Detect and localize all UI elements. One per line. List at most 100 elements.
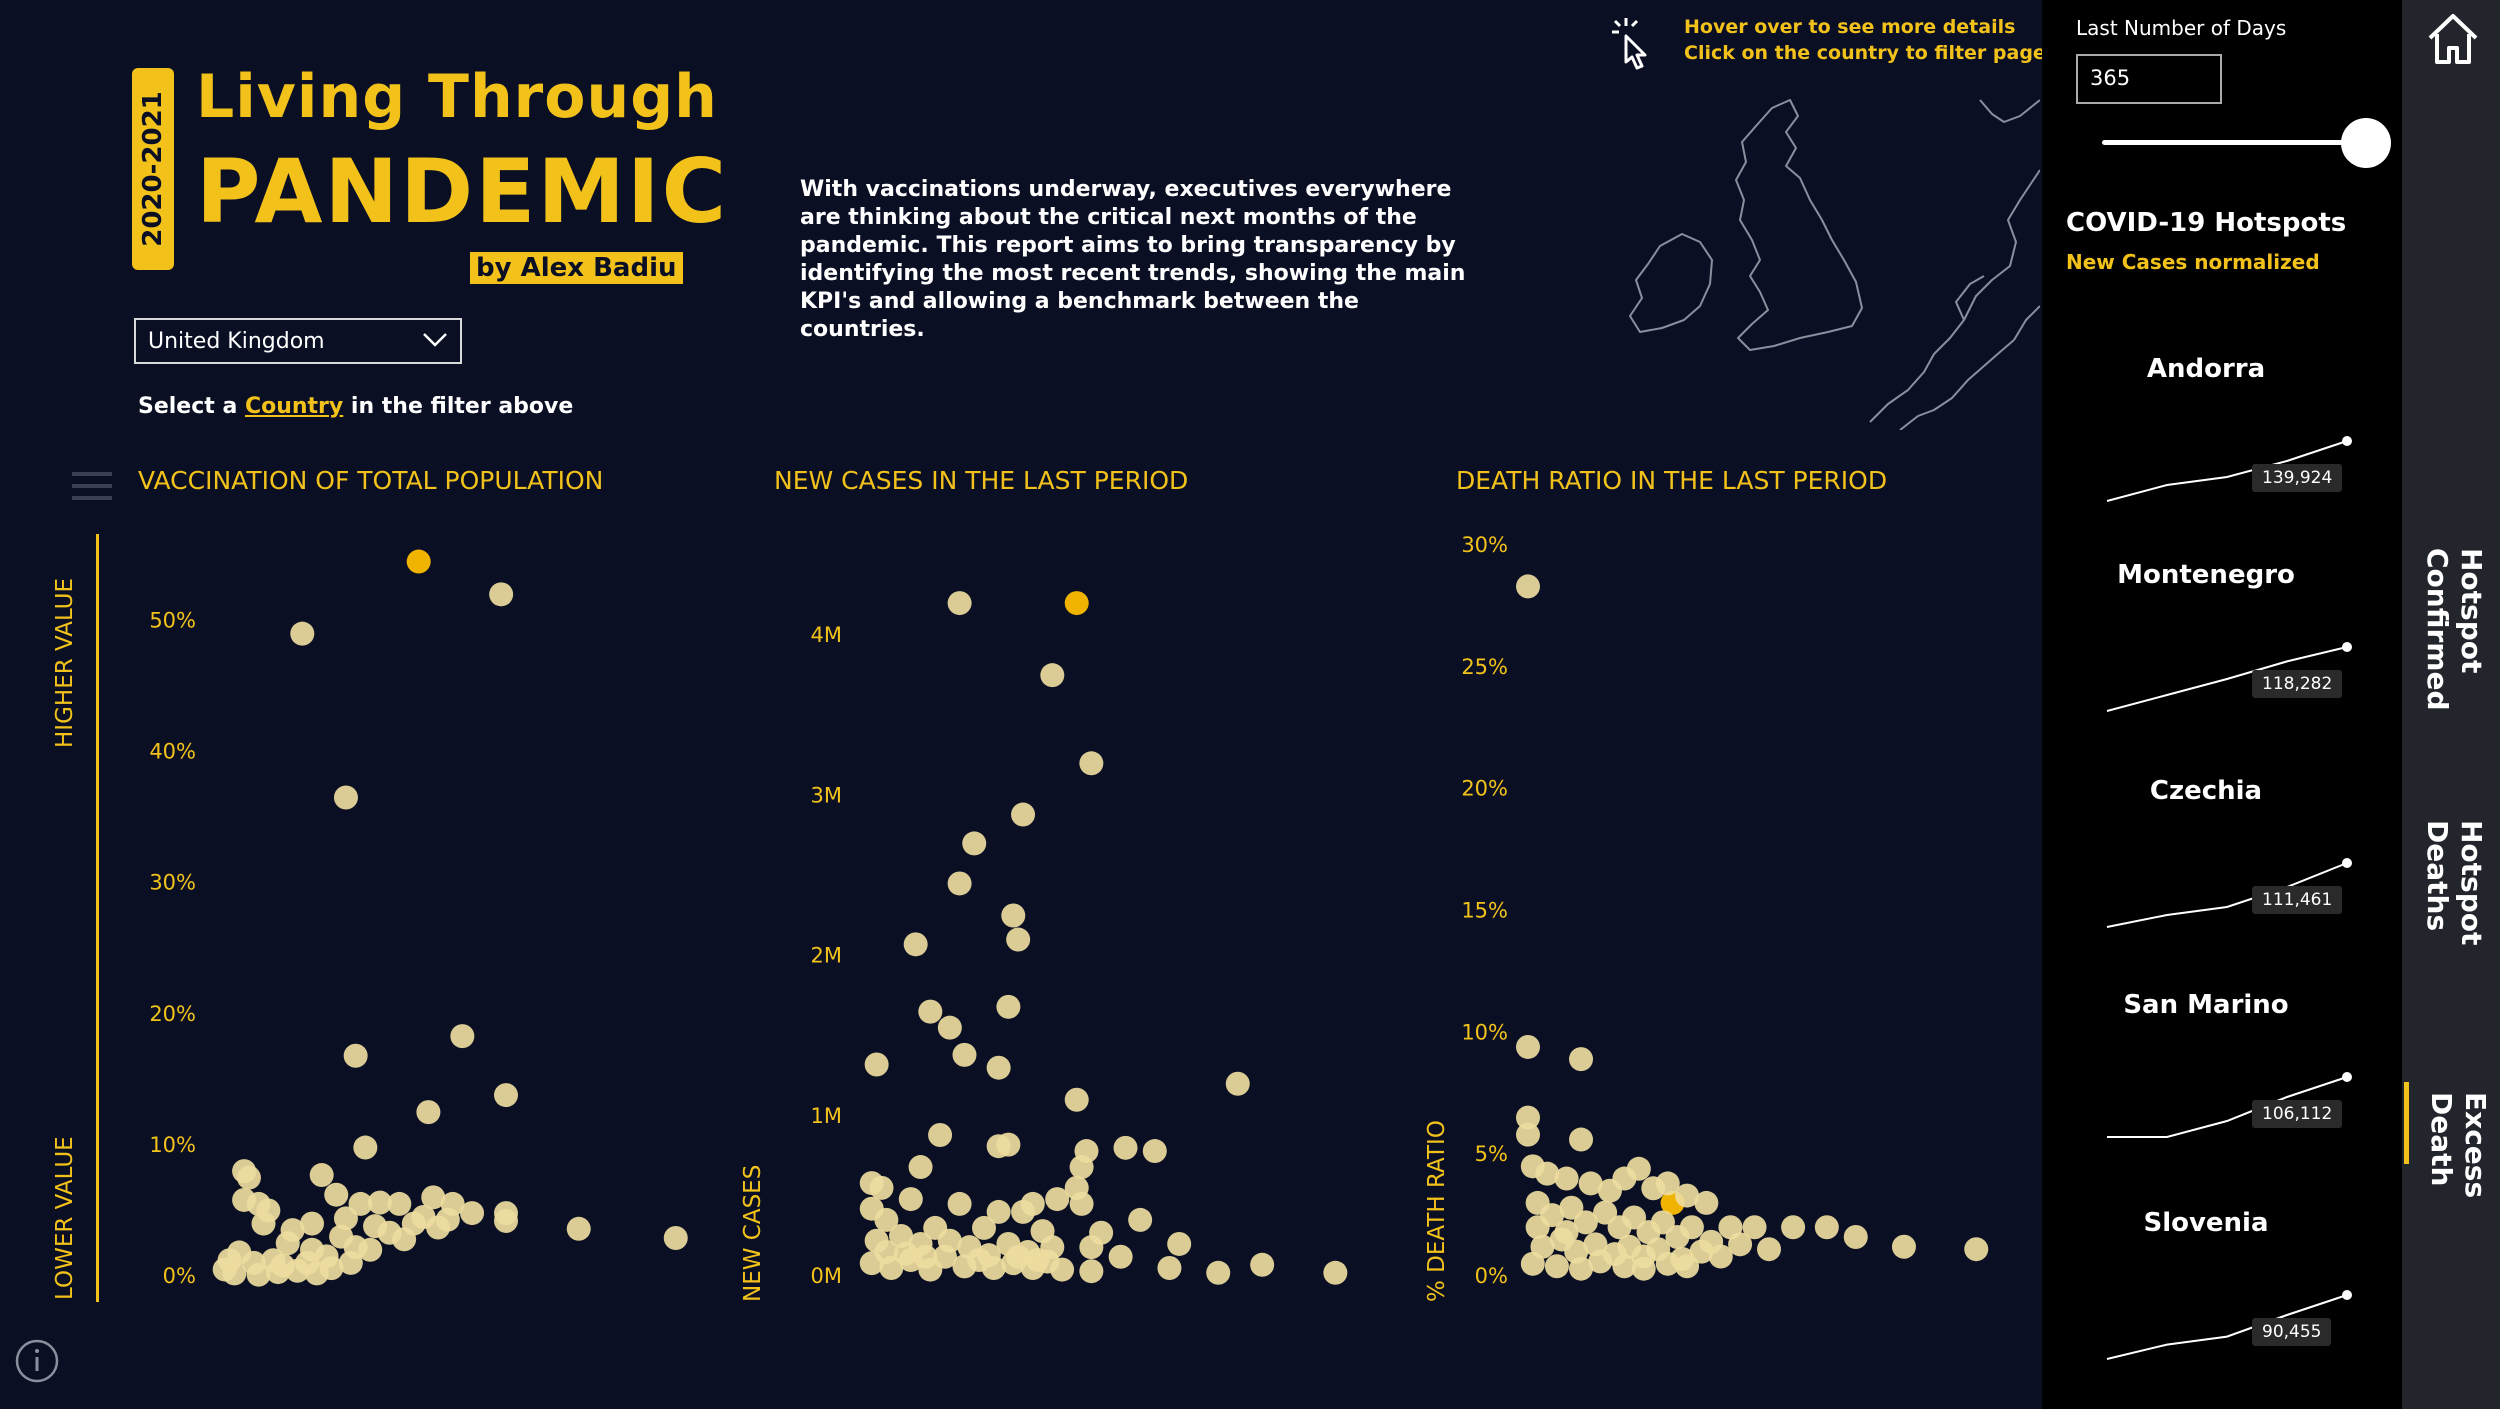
- country-point[interactable]: [411, 1205, 436, 1230]
- highlighted-country-point[interactable]: [406, 549, 431, 574]
- country-point[interactable]: [566, 1216, 591, 1241]
- country-point[interactable]: [324, 1182, 349, 1207]
- country-point[interactable]: [489, 582, 514, 607]
- country-map[interactable]: [1600, 70, 2041, 431]
- country-point[interactable]: [996, 1132, 1021, 1157]
- country-point[interactable]: [947, 871, 972, 896]
- country-point[interactable]: [1157, 1255, 1182, 1280]
- hotspot-country-name[interactable]: Czechia: [2149, 776, 2263, 806]
- country-point[interactable]: [1742, 1215, 1767, 1240]
- hotspot-country-name[interactable]: Andorra: [2146, 354, 2266, 384]
- country-point[interactable]: [1554, 1220, 1579, 1245]
- country-point[interactable]: [1045, 1187, 1070, 1212]
- country-point[interactable]: [898, 1187, 923, 1212]
- country-point[interactable]: [1040, 663, 1065, 688]
- country-dropdown[interactable]: United Kingdom: [134, 318, 462, 364]
- country-point[interactable]: [1728, 1232, 1753, 1257]
- country-point[interactable]: [387, 1191, 412, 1216]
- country-point[interactable]: [1108, 1244, 1133, 1269]
- country-point[interactable]: [1167, 1231, 1192, 1256]
- country-point[interactable]: [435, 1207, 460, 1232]
- country-point[interactable]: [1006, 1244, 1031, 1269]
- country-point[interactable]: [270, 1253, 295, 1278]
- country-point[interactable]: [869, 1175, 894, 1200]
- country-point[interactable]: [1655, 1251, 1680, 1276]
- country-point[interactable]: [275, 1231, 300, 1256]
- country-point[interactable]: [986, 1055, 1011, 1080]
- days-slider-track[interactable]: [2102, 140, 2366, 145]
- scatter-charts[interactable]: 0% 10% 20% 30% 40% 50% 0M 1M 2M 3M 4M 0% 5% 10% 15% 20%…: [0, 0, 2040, 1409]
- country-point[interactable]: [1588, 1249, 1613, 1274]
- country-point[interactable]: [1525, 1215, 1550, 1240]
- country-point[interactable]: [1569, 1127, 1594, 1152]
- country-point[interactable]: [918, 999, 943, 1024]
- country-point[interactable]: [333, 785, 358, 810]
- country-point[interactable]: [1006, 927, 1031, 952]
- country-point[interactable]: [908, 1155, 933, 1180]
- country-point[interactable]: [300, 1237, 324, 1262]
- nav-hotspot-deaths[interactable]: Hotspot Deaths: [2421, 820, 2488, 946]
- country-point[interactable]: [903, 932, 928, 957]
- country-point[interactable]: [319, 1256, 344, 1281]
- country-point[interactable]: [1843, 1225, 1868, 1250]
- country-point[interactable]: [251, 1211, 276, 1236]
- country-point[interactable]: [1559, 1195, 1584, 1220]
- nav-excess-death[interactable]: Excess Death: [2425, 1092, 2492, 1199]
- country-point[interactable]: [1011, 1199, 1036, 1224]
- country-point[interactable]: [1520, 1251, 1545, 1276]
- country-point[interactable]: [333, 1206, 358, 1231]
- country-point[interactable]: [450, 1024, 475, 1049]
- country-point[interactable]: [893, 1241, 918, 1266]
- country-point[interactable]: [1516, 574, 1540, 599]
- country-point[interactable]: [874, 1239, 899, 1264]
- country-point[interactable]: [1079, 751, 1104, 776]
- country-point[interactable]: [338, 1250, 363, 1275]
- country-point[interactable]: [996, 994, 1021, 1019]
- country-point[interactable]: [1011, 802, 1036, 827]
- country-point[interactable]: [864, 1052, 889, 1077]
- country-point[interactable]: [937, 1015, 962, 1040]
- country-point[interactable]: [421, 1185, 446, 1210]
- country-point[interactable]: [1814, 1215, 1839, 1240]
- country-point[interactable]: [1064, 1087, 1089, 1112]
- country-point[interactable]: [416, 1100, 441, 1125]
- country-point[interactable]: [1891, 1234, 1916, 1259]
- days-slider-thumb[interactable]: [2341, 118, 2391, 168]
- country-point[interactable]: [367, 1190, 392, 1215]
- days-input[interactable]: 365: [2076, 54, 2222, 104]
- country-point[interactable]: [932, 1244, 957, 1269]
- country-point[interactable]: [952, 1042, 977, 1067]
- country-point[interactable]: [1569, 1256, 1594, 1281]
- country-point[interactable]: [1689, 1239, 1714, 1264]
- country-point[interactable]: [1516, 1122, 1540, 1147]
- country-point[interactable]: [1573, 1210, 1598, 1235]
- country-point[interactable]: [1694, 1190, 1719, 1215]
- country-point[interactable]: [1025, 1247, 1050, 1272]
- country-point[interactable]: [358, 1237, 383, 1262]
- country-point[interactable]: [947, 591, 972, 616]
- country-point[interactable]: [1675, 1254, 1700, 1279]
- country-point[interactable]: [663, 1225, 688, 1250]
- country-point[interactable]: [1569, 1047, 1594, 1072]
- country-point[interactable]: [1516, 1105, 1540, 1130]
- country-point[interactable]: [1225, 1071, 1250, 1096]
- hotspot-country-name[interactable]: San Marino: [2123, 990, 2289, 1020]
- country-point[interactable]: [494, 1083, 518, 1108]
- country-point[interactable]: [1612, 1254, 1637, 1279]
- country-point[interactable]: [1622, 1205, 1647, 1230]
- country-point[interactable]: [1069, 1155, 1094, 1180]
- country-point[interactable]: [1069, 1191, 1094, 1216]
- country-point[interactable]: [494, 1208, 518, 1233]
- country-point[interactable]: [1781, 1215, 1806, 1240]
- country-point[interactable]: [246, 1262, 271, 1287]
- country-point[interactable]: [1128, 1207, 1153, 1232]
- country-point[interactable]: [309, 1163, 334, 1188]
- country-point[interactable]: [947, 1191, 972, 1216]
- country-point[interactable]: [928, 1123, 953, 1148]
- country-point[interactable]: [343, 1043, 368, 1068]
- country-point[interactable]: [1001, 903, 1026, 928]
- country-point[interactable]: [1142, 1139, 1167, 1164]
- country-point[interactable]: [1079, 1235, 1104, 1260]
- home-icon[interactable]: [2424, 10, 2482, 68]
- country-point[interactable]: [1964, 1237, 1989, 1262]
